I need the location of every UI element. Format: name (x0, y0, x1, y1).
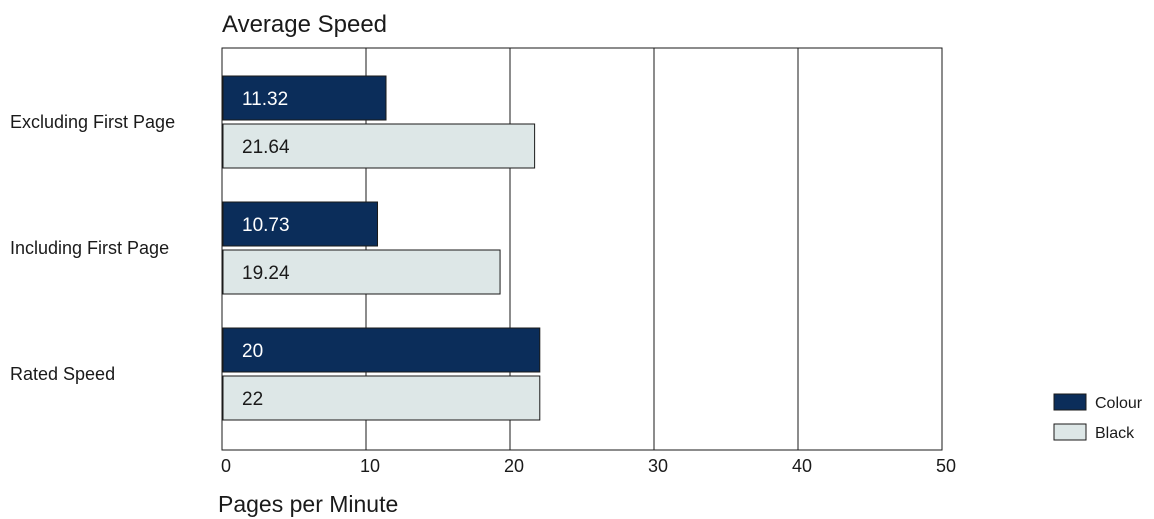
bar-colour (222, 327, 541, 373)
bar-black (222, 123, 536, 169)
category-labels: Excluding First Page Including First Page… (10, 112, 175, 384)
legend-swatch-colour (1053, 393, 1087, 411)
category-label: Rated Speed (10, 364, 115, 384)
x-tick-label: 30 (648, 456, 668, 476)
data-label: 21.64 (242, 137, 290, 158)
chart-title: Average Speed (222, 11, 387, 38)
bar-black (222, 249, 501, 295)
x-tick-label: 0 (221, 456, 231, 476)
plot-area-frame (221, 47, 943, 451)
data-label: 11.32 (242, 89, 288, 110)
bar-colour (222, 201, 379, 247)
bar-black (222, 375, 541, 421)
data-label: 22 (242, 389, 263, 410)
category-label: Including First Page (10, 238, 169, 258)
data-label: 19.24 (242, 263, 290, 284)
x-tick-label: 20 (504, 456, 524, 476)
data-label: 20 (242, 341, 263, 362)
legend-label: Black (1095, 425, 1135, 442)
x-axis-label: Pages per Minute (218, 491, 398, 517)
bar-colour (222, 75, 387, 121)
x-axis-ticks: 0 10 20 30 40 50 (221, 456, 956, 476)
x-tick-label: 10 (360, 456, 380, 476)
category-label: Excluding First Page (10, 112, 175, 132)
x-tick-label: 40 (792, 456, 812, 476)
value-labels: 11.32 21.64 10.73 19.24 20 22 (242, 89, 290, 410)
legend-label: Colour (1095, 395, 1143, 412)
legend: Colour Black (1053, 393, 1143, 442)
bars (222, 75, 541, 421)
x-tick-label: 50 (936, 456, 956, 476)
legend-swatch-black (1053, 423, 1087, 441)
data-label: 10.73 (242, 215, 290, 236)
